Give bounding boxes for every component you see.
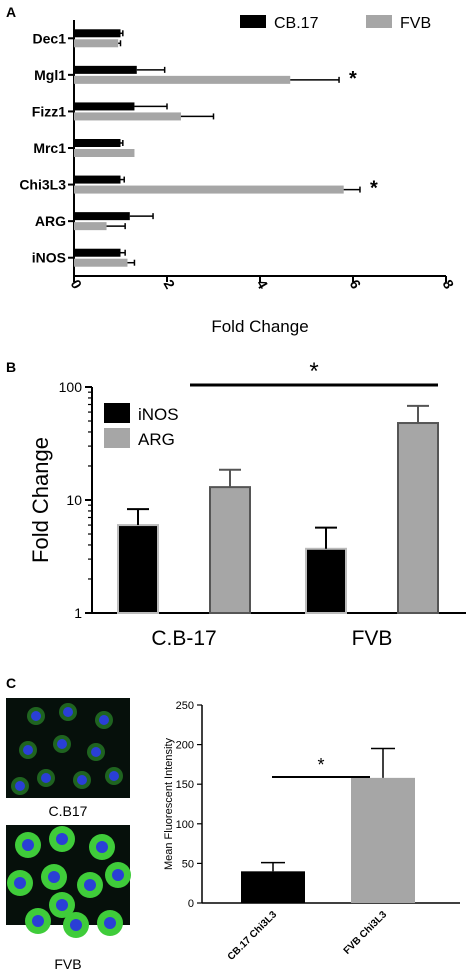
a-bar xyxy=(74,139,121,147)
c-y-tick-label: 250 xyxy=(176,700,194,712)
cell-nucleus xyxy=(32,915,44,927)
a-legend-label: CB.17 xyxy=(274,15,319,32)
a-bar xyxy=(74,149,135,157)
a-x-tick-label: 8 xyxy=(440,277,458,292)
b-bar xyxy=(305,547,347,614)
cell-nucleus xyxy=(56,833,68,845)
chart-c: 0 50 100 150 200 250 Mean Fluorescent Intensit… xyxy=(163,700,460,963)
b-category-label: FVB xyxy=(352,627,393,650)
c-y-tick-label: 50 xyxy=(182,858,194,870)
a-bar xyxy=(74,212,130,221)
cell-nucleus xyxy=(70,919,82,931)
cell-nucleus xyxy=(104,917,116,929)
a-x-tick-label: 2 xyxy=(161,277,179,292)
micrograph-fvb xyxy=(6,825,131,938)
a-bar xyxy=(74,222,107,231)
a-bar xyxy=(74,75,291,84)
a-bar xyxy=(74,29,121,38)
cell-nucleus xyxy=(63,707,73,717)
cell-nucleus xyxy=(15,781,25,791)
panel-c-letter: C xyxy=(6,675,17,691)
a-x-tick-label: 6 xyxy=(347,277,365,292)
a-category-label: Dec1 xyxy=(33,30,67,46)
cell-nucleus xyxy=(14,877,26,889)
cell-nucleus xyxy=(31,711,41,721)
a-category-label: iNOS xyxy=(32,250,66,266)
a-category-label: Fizz1 xyxy=(32,103,66,119)
a-x-tick-label: 0 xyxy=(68,277,86,292)
a-legend-label: FVB xyxy=(400,15,431,32)
panel-b-letter: B xyxy=(6,359,17,375)
a-x-tick-label: 4 xyxy=(254,277,272,292)
b-legend-swatch xyxy=(104,403,130,423)
cell-nucleus xyxy=(48,871,60,883)
a-bar xyxy=(74,102,135,111)
b-legend-label: iNOS xyxy=(138,405,179,424)
cell-nucleus xyxy=(84,879,96,891)
c-category-label: CB.17 Chi3L3 xyxy=(226,909,280,963)
cell-nucleus xyxy=(77,775,87,785)
c-y-axis-title: Mean Fluorescent Intensity xyxy=(163,737,175,870)
cell-nucleus xyxy=(96,841,108,853)
c-y-tick-label: 150 xyxy=(176,779,194,791)
cell-nucleus xyxy=(23,745,33,755)
b-y-tick-label: 10 xyxy=(66,492,82,508)
a-x-axis-title: Fold Change xyxy=(211,317,308,336)
micrograph-fvb-label: FVB xyxy=(54,956,82,972)
cell-nucleus xyxy=(41,773,51,783)
b-bar xyxy=(209,486,251,614)
micrograph-cb17-cells xyxy=(11,703,123,795)
c-bar xyxy=(241,871,305,903)
a-significance-star: * xyxy=(349,68,357,90)
b-category-label: C.B-17 xyxy=(151,627,216,650)
a-category-label: Mrc1 xyxy=(33,140,66,156)
c-y-tick-label: 0 xyxy=(188,898,194,910)
micrograph-fvb-cells xyxy=(7,826,131,938)
a-category-label: Chi3L3 xyxy=(19,177,66,193)
cell-nucleus xyxy=(112,869,124,881)
cell-nucleus xyxy=(91,747,101,757)
micrograph-cb17-label: C.B17 xyxy=(48,803,88,819)
c-significance-star: * xyxy=(317,755,324,775)
a-significance-star: * xyxy=(370,178,378,200)
a-bar xyxy=(74,258,128,267)
a-legend-swatch xyxy=(366,15,392,28)
cell-nucleus xyxy=(109,771,119,781)
b-y-tick-label: 100 xyxy=(59,379,83,395)
c-y-tick-label: 200 xyxy=(176,740,194,752)
cell-nucleus xyxy=(56,899,68,911)
cell-nucleus xyxy=(57,739,67,749)
a-bar xyxy=(74,112,181,121)
b-bar xyxy=(397,422,439,614)
b-y-axis-title: Fold Change xyxy=(28,437,53,563)
a-bar xyxy=(74,248,121,257)
cell-nucleus xyxy=(99,715,109,725)
c-bar xyxy=(351,777,415,903)
a-legend-swatch xyxy=(240,15,266,28)
b-significance-star: * xyxy=(309,358,318,385)
a-bar xyxy=(74,39,119,48)
a-bar xyxy=(74,175,121,184)
a-category-label: ARG xyxy=(35,213,66,229)
b-legend-label: ARG xyxy=(138,430,175,449)
panel-a-letter: A xyxy=(6,4,17,20)
a-bar xyxy=(74,65,137,74)
micrograph-cb17 xyxy=(6,698,130,798)
b-bar xyxy=(117,524,159,614)
a-category-label: Mgl1 xyxy=(34,67,66,83)
b-legend-swatch xyxy=(104,428,130,448)
a-bar xyxy=(74,185,344,194)
c-y-tick-label: 100 xyxy=(176,819,194,831)
chart-b: 1 10 100 Fold Change C.B-17 FVB * iNOS ARG xyxy=(28,358,466,650)
cell-nucleus xyxy=(22,839,34,851)
b-y-tick-label: 1 xyxy=(74,605,82,621)
c-category-label: FVB Chi3L3 xyxy=(342,909,390,957)
